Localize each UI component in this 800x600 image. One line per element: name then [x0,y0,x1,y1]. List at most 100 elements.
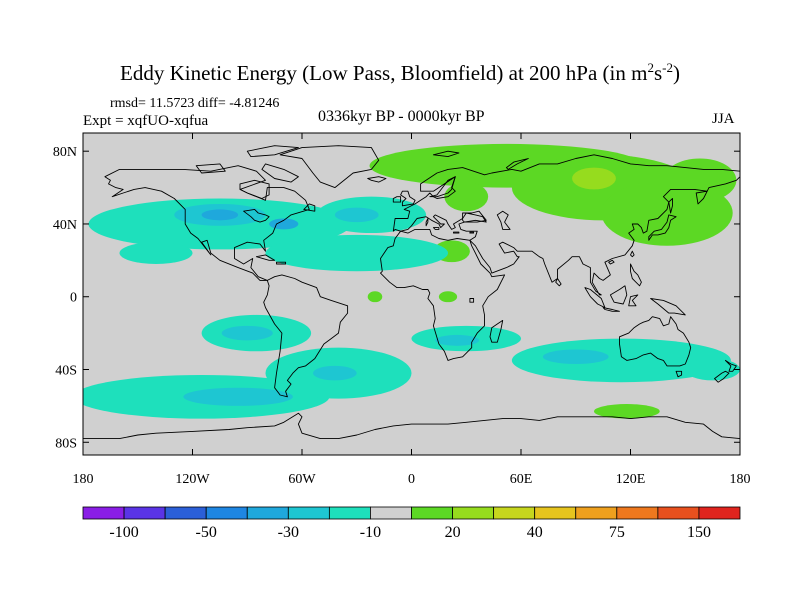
coastline-java [602,307,620,312]
coastline-japan [648,214,677,241]
coastline-baffin-island [261,163,299,183]
negative-anomaly-region-24 [183,387,293,406]
coastline-baltic-sea [429,176,456,198]
coastline-madagascar [489,319,504,343]
coastline-novaya-zemlya [505,158,529,170]
coastline-great-lakes [243,208,270,223]
coastline-borneo [609,285,628,305]
coastline-sakhalin [668,198,673,214]
colorbar-label: -50 [196,524,217,541]
positive-anomaly-region-10 [572,167,616,190]
title-main: Eddy Kinetic Energy (Low Pass, Bloomfiel… [120,61,648,85]
colorbar-box-5 [287,506,330,520]
negative-anomaly-region-26 [435,334,480,346]
colorbar-box-11 [534,506,577,520]
coastline-iceland [367,176,387,183]
colorbar-label: 40 [527,524,543,541]
negative-anomaly-region-29 [269,218,299,230]
lat-tick-label: 80N [53,145,77,160]
colorbar-box-6 [328,506,371,520]
negative-anomaly-region-20 [685,358,740,381]
colorbar-label: -10 [360,524,381,541]
coastline-new-zealand-south [714,370,730,383]
colorbar-label: 20 [445,524,461,541]
coastline-sulawesi [628,294,639,307]
coastline-new-guinea [650,298,686,316]
coastline-australia [619,316,692,367]
colorbar-box-0 [82,506,125,520]
colorbar-box-13 [616,506,659,520]
lon-tick-label: 120W [175,472,210,487]
coastline-great-britain [400,190,416,207]
coastline-victoria-island [195,163,226,174]
positive-anomaly-region-7 [438,291,458,303]
lon-tick-label: 60E [510,472,533,487]
colorbar: -100 -50 -30 -10 20 40 75 150 [82,506,741,541]
negative-anomaly-region-13 [265,234,448,272]
title-close: ) [672,61,680,85]
coastline-philippines [630,263,642,287]
coastline-hainan [608,259,615,265]
lon-tick-label: 120E [616,472,646,487]
coastline-black-sea [462,210,487,223]
colorbar-box-1 [123,506,166,520]
coastline-caspian-sea [496,210,511,230]
coastline-lake-victoria [469,298,475,303]
axis-ticks: 80N 40N 0 40S 80S 180 120W 60W 0 60E 120E 180 [53,133,751,487]
colorbar-label: 150 [687,524,711,541]
coastline-cuba [255,254,276,261]
colorbar-box-15 [698,506,741,520]
colorbar-box-10 [493,506,536,520]
title-unit-superscript-1: 2 [647,60,654,75]
lon-tick-label: 60W [288,472,316,487]
coastline-south-america [263,274,349,398]
coastline-svalbard [432,150,460,158]
positive-anomaly-region-9 [594,404,660,419]
rmsd-diff-stats: rmsd= 11.5723 diff= -4.81246 [110,96,280,111]
lon-tick-label: 180 [73,472,94,487]
positive-anomaly-region-4 [444,182,489,212]
coastline-taiwan [630,250,635,258]
lat-tick-label: 0 [70,291,77,306]
experiment-label: Expt = xqfUO-xqfua [83,113,209,129]
coastline-africa [380,228,506,361]
negative-anomaly-region-25 [312,365,357,381]
colorbar-label: -100 [109,524,138,541]
lat-tick-label: 40N [53,218,77,233]
contour-fills [83,143,740,419]
positive-anomaly-region-3 [663,158,737,203]
colorbar-box-4 [246,506,289,520]
coastline-tasmania [675,370,683,378]
coastline-sardinia-corsica [425,218,429,227]
season-label: JJA [712,111,735,127]
colorbar-label: 75 [609,524,625,541]
lon-tick-label: 180 [730,472,751,487]
coastline-cyprus [469,231,475,234]
negative-anomaly-region-28 [201,209,239,221]
coastline-sri-lanka [555,278,562,287]
title-unit-mid: s [653,61,663,85]
colorbar-box-14 [657,506,700,520]
coastline-greenland [279,145,380,189]
coastline-hudson-bay [239,179,270,199]
coastline-sicily [432,227,440,230]
colorbar-label: -30 [278,524,299,541]
negative-anomaly-region-27 [542,349,609,365]
lat-tick-label: 80S [55,436,77,451]
lat-tick-label: 40S [55,363,77,378]
lon-tick-label: 0 [408,472,415,487]
plot-title: Eddy Kinetic Energy (Low Pass, Bloomfiel… [0,60,800,86]
coastline-eurasia [392,154,740,296]
colorbar-box-12 [575,506,618,520]
coastline-new-zealand-north [724,359,737,372]
coastline-ellesmere-island [246,145,299,158]
coastline-crete [453,231,460,234]
coastline-newfoundland [303,203,316,212]
coastline-ireland [392,196,402,203]
negative-anomaly-region-22 [334,207,379,223]
title-unit-superscript-2: -2 [662,60,673,75]
colorbar-box-7 [370,506,412,520]
colorbar-box-8 [411,506,453,520]
period-label: 0336kyr BP - 0000kyr BP [318,108,485,125]
